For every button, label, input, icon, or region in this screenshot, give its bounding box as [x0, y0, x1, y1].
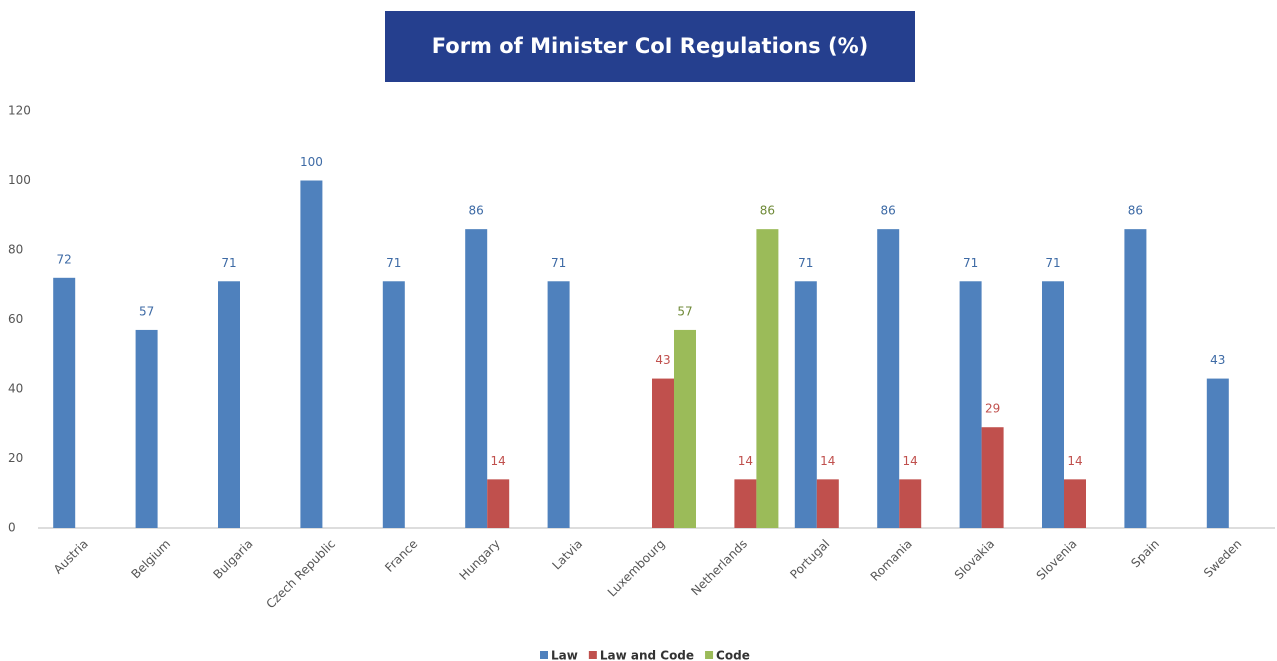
x-tick-label: Austria [51, 537, 91, 577]
data-label: 72 [57, 252, 72, 266]
title-box [385, 11, 915, 82]
x-tick-label: France [382, 537, 420, 575]
data-label: 71 [221, 256, 236, 270]
x-tick-label: Spain [1128, 537, 1162, 571]
data-label: 86 [760, 204, 775, 218]
y-tick-label: 80 [8, 243, 23, 257]
legend-label: Code [716, 649, 750, 661]
y-tick-label: 40 [8, 382, 23, 396]
bar [135, 329, 158, 528]
bar [959, 281, 982, 528]
legend-swatch [588, 651, 597, 659]
data-label: 71 [798, 256, 813, 270]
x-tick-label: Latvia [549, 537, 585, 573]
data-label: 86 [1128, 204, 1143, 218]
legend-label: Law and Code [600, 649, 694, 661]
bar [53, 277, 76, 528]
x-tick-label: Hungary [457, 537, 503, 583]
data-label: 14 [738, 454, 753, 468]
bar [756, 229, 779, 528]
data-label: 14 [1067, 454, 1082, 468]
bar [547, 281, 570, 528]
chart-title: Form of Minister CoI Regulations (%) [432, 34, 868, 58]
data-label: 71 [551, 256, 566, 270]
bar [794, 281, 817, 528]
bar [1206, 378, 1229, 528]
data-label: 57 [139, 304, 154, 318]
x-tick-label: Sweden [1201, 537, 1244, 580]
data-label: 86 [469, 204, 484, 218]
data-label: 14 [491, 454, 506, 468]
bar [300, 180, 323, 528]
y-tick-label: 120 [8, 104, 31, 118]
x-tick-label: Bulgaria [211, 537, 256, 582]
data-label: 14 [820, 454, 835, 468]
data-label: 71 [386, 256, 401, 270]
bar [877, 229, 900, 528]
legend-swatch [540, 651, 548, 659]
bar [1064, 479, 1086, 528]
data-label: 43 [1210, 353, 1225, 367]
data-label: 71 [1045, 256, 1060, 270]
x-tick-label: Romania [868, 537, 915, 584]
bar [382, 281, 405, 528]
x-tick-label: Netherlands [688, 537, 750, 599]
data-label: 57 [677, 304, 692, 318]
y-tick-label: 20 [8, 451, 23, 465]
x-tick-label: Belgium [129, 537, 174, 582]
bar [465, 229, 488, 528]
y-tick-label: 100 [8, 173, 31, 187]
bar [652, 378, 674, 528]
bar [816, 479, 839, 528]
bar [674, 329, 696, 528]
x-tick-label: Luxembourg [605, 537, 668, 600]
bar [981, 427, 1004, 528]
x-tick-label: Slovenia [1034, 537, 1080, 583]
legend-swatch [705, 651, 714, 659]
data-label: 14 [903, 454, 918, 468]
data-label: 71 [963, 256, 978, 270]
bar [899, 479, 922, 528]
data-label: 43 [655, 353, 670, 367]
data-label: 100 [300, 155, 323, 169]
y-tick-label: 60 [8, 312, 23, 326]
data-label: 86 [881, 204, 896, 218]
x-tick-label: Portugal [787, 537, 832, 582]
bar [1042, 281, 1064, 528]
data-label: 29 [985, 402, 1000, 416]
bar [1124, 229, 1147, 528]
bar [734, 479, 757, 528]
x-tick-label: Czech Republic [263, 537, 338, 612]
legend-label: Law [551, 649, 578, 661]
bar [218, 281, 240, 528]
y-tick-label: 0 [8, 521, 16, 535]
x-tick-label: Slovakia [952, 537, 998, 583]
bar [487, 479, 510, 528]
